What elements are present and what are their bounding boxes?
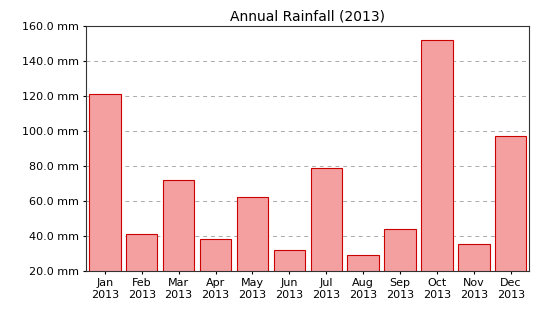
Bar (347, 255, 379, 306)
Bar (237, 197, 268, 306)
Bar (458, 245, 490, 306)
Bar (163, 180, 194, 306)
Title: Annual Rainfall (2013): Annual Rainfall (2013) (230, 10, 386, 24)
Bar (126, 234, 158, 306)
Bar (495, 136, 526, 306)
Bar (89, 94, 120, 306)
Bar (421, 40, 453, 306)
Bar (310, 168, 342, 306)
Bar (384, 229, 416, 306)
Bar (274, 250, 305, 306)
Bar (200, 239, 231, 306)
